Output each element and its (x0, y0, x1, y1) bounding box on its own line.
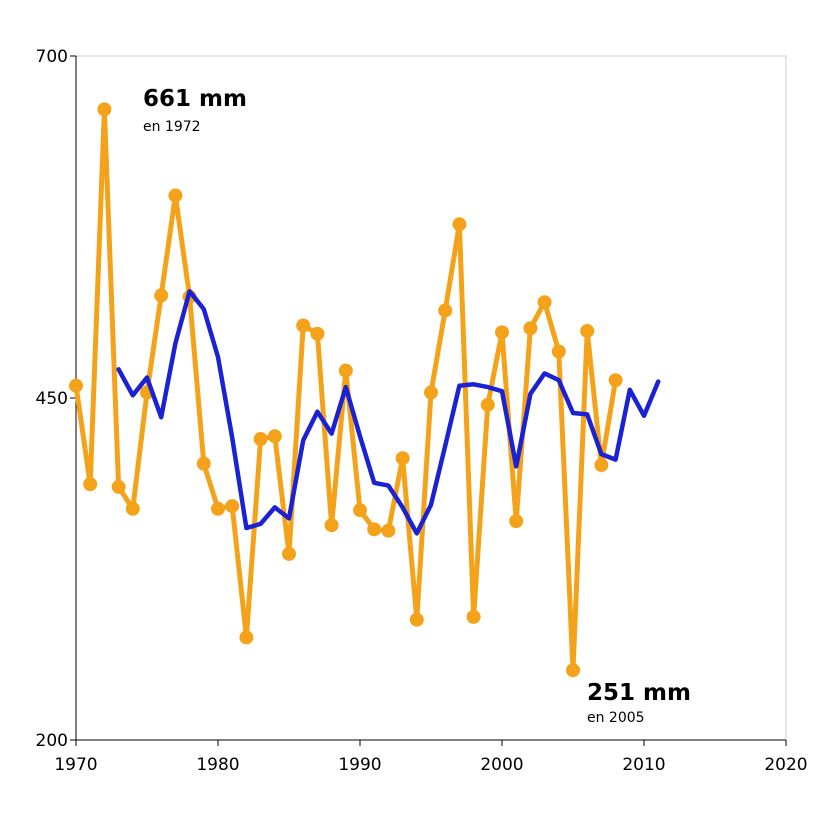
data-point (168, 188, 183, 203)
ticks: 1970 1980 1990 2000 2010 2020 200 450 700 (36, 47, 808, 775)
y-tick-label: 200 (36, 731, 68, 751)
data-point (196, 456, 211, 471)
y-tick-label: 450 (36, 389, 68, 409)
data-point (267, 429, 282, 444)
data-point (438, 303, 453, 318)
data-point (523, 321, 538, 336)
data-point (310, 326, 325, 341)
data-point (211, 501, 225, 516)
series-line-1 (116, 289, 661, 536)
x-tick-label: 2000 (480, 755, 523, 775)
data-point (154, 288, 169, 303)
data-point (69, 378, 83, 393)
data-point (580, 323, 595, 338)
data-point (239, 630, 254, 645)
series-0 (69, 102, 623, 678)
series-1 (116, 289, 661, 536)
data-point (324, 518, 339, 533)
x-tick-label: 1970 (54, 755, 97, 775)
x-tick-label: 1980 (196, 755, 239, 775)
data-point (409, 612, 424, 627)
data-point (608, 373, 623, 388)
data-point (594, 458, 609, 473)
data-point (367, 522, 382, 537)
data-point (551, 344, 566, 359)
data-point (225, 499, 240, 514)
annotation-min-year: en 2005 (587, 710, 645, 726)
y-tick-label: 700 (36, 47, 68, 67)
data-point (282, 546, 296, 561)
data-point (452, 217, 467, 232)
data-point (537, 295, 552, 310)
data-point (97, 102, 112, 117)
data-point (480, 397, 495, 412)
data-point (353, 503, 367, 518)
data-point (125, 501, 140, 516)
data-point (83, 477, 98, 492)
data-point (253, 432, 268, 447)
data-point (566, 663, 580, 678)
data-point (395, 451, 410, 466)
series-layer (69, 102, 661, 678)
x-tick-label: 2020 (764, 755, 807, 775)
data-point (111, 479, 126, 494)
data-point (495, 325, 509, 340)
annotation-max-value: 661 mm (143, 86, 247, 112)
annotation-min-value: 251 mm (587, 680, 691, 706)
x-tick-label: 2010 (622, 755, 665, 775)
data-point (424, 385, 438, 400)
data-point (381, 523, 396, 538)
data-point (338, 363, 353, 378)
data-point (509, 514, 524, 529)
data-point (466, 609, 481, 624)
x-tick-label: 1990 (338, 755, 381, 775)
data-point (296, 318, 311, 333)
annotation-max-year: en 1972 (143, 119, 201, 135)
